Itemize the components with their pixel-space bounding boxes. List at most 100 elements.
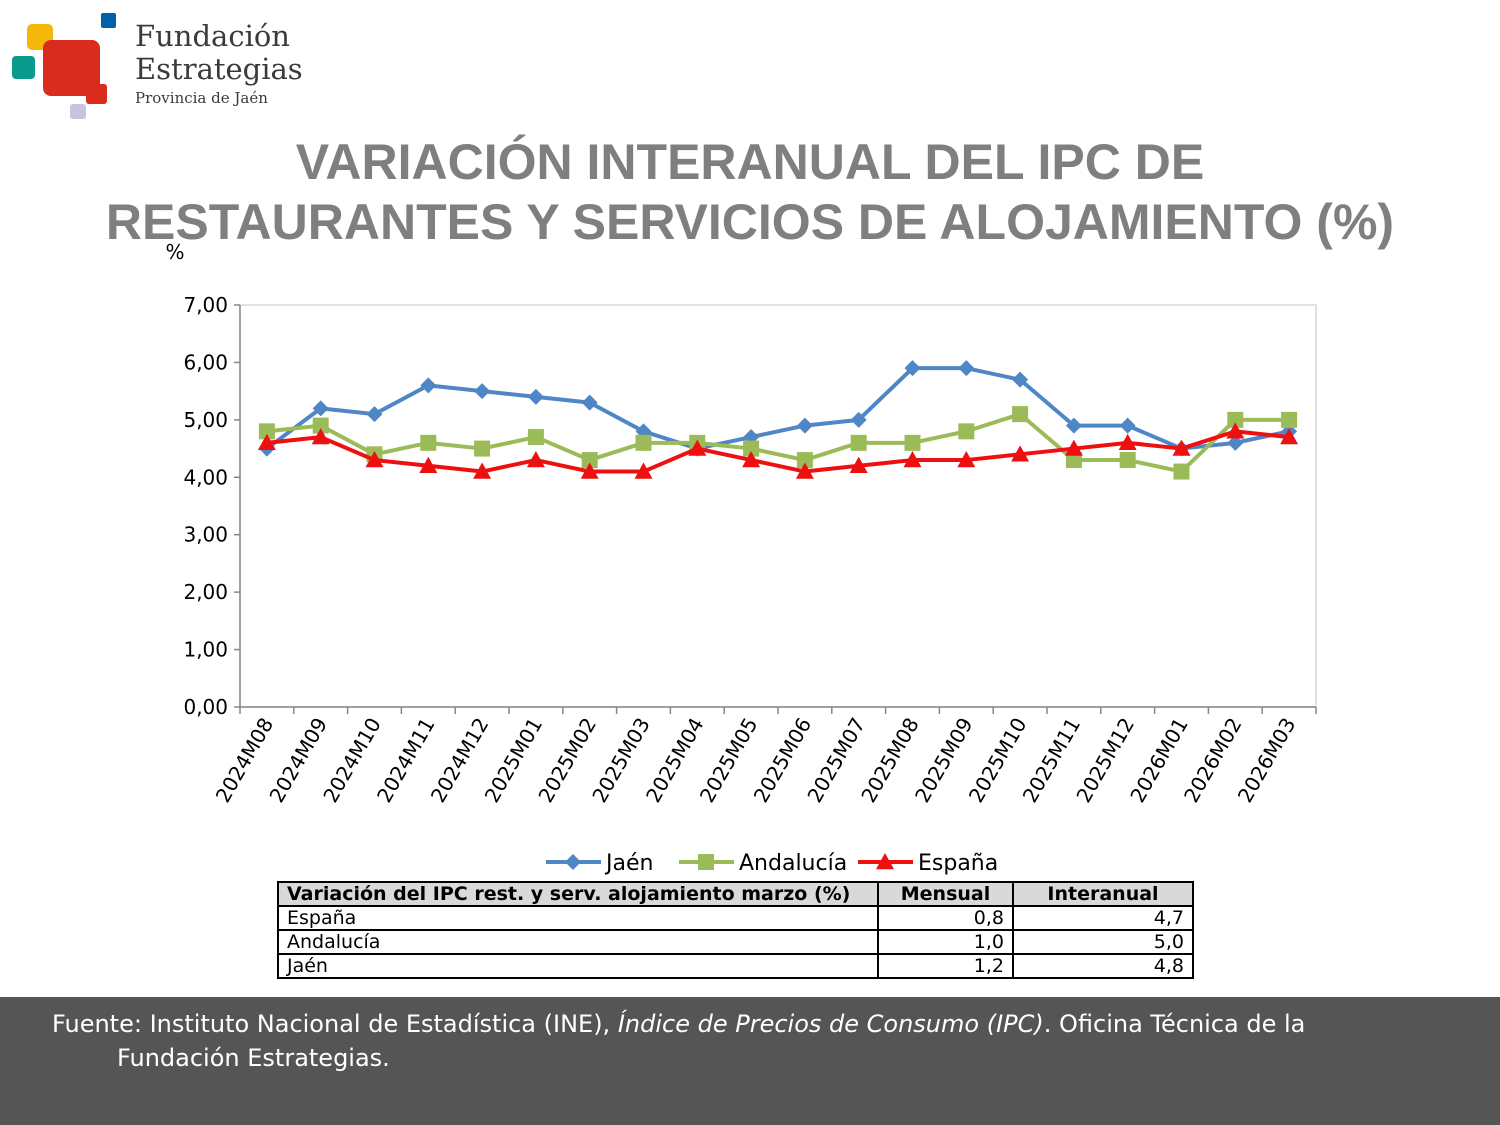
source-text-4: Fundación Estrategias. <box>117 1044 390 1072</box>
data-point-andalucia <box>743 440 760 457</box>
source-text-publication: Índice de Precios de Consumo (IPC) <box>617 1010 1044 1038</box>
data-table: Variación del IPC rest. y serv. alojamie… <box>277 881 1194 979</box>
table-cell-yearly: 5,0 <box>1012 929 1194 955</box>
legend-label-jaen: Jaén <box>604 851 653 876</box>
logo-square-teal <box>12 56 35 79</box>
data-point-espana <box>849 456 868 473</box>
data-point-jaen <box>1119 417 1136 434</box>
y-tick-label: 7,00 <box>183 293 228 317</box>
table-header-yearly: Interanual <box>1012 881 1194 907</box>
logo-square-lilac <box>70 104 86 119</box>
table-cell-yearly: 4,8 <box>1012 953 1194 979</box>
series-line-andalucia <box>266 412 1290 474</box>
data-point-espana <box>473 462 492 479</box>
data-point-andalucia <box>474 440 491 457</box>
data-point-andalucia <box>796 452 813 469</box>
page-title: VARIACIÓN INTERANUAL DEL IPC DE RESTAURA… <box>0 132 1500 252</box>
data-point-andalucia <box>258 423 275 440</box>
y-axis-label: % <box>165 240 184 264</box>
data-point-espana <box>1172 439 1191 456</box>
data-point-andalucia <box>1012 406 1029 423</box>
legend-marker-espana <box>876 853 894 870</box>
table-row: Jaén 1,2 4,8 <box>277 953 1194 979</box>
data-point-espana <box>1118 433 1137 451</box>
data-point-andalucia <box>1065 452 1082 469</box>
table-cell-monthly: 1,2 <box>877 953 1014 979</box>
data-point-jaen <box>420 377 437 394</box>
table-cell-monthly: 0,8 <box>877 905 1014 931</box>
table-cell-monthly: 1,0 <box>877 929 1014 955</box>
line-chart: 0,001,002,003,004,005,006,007,00%2024M08… <box>165 240 1317 876</box>
source-note: Fuente: Instituto Nacional de Estadístic… <box>52 1007 1420 1075</box>
source-text-3: . Oficina Técnica de la <box>1043 1010 1306 1038</box>
data-point-andalucia <box>420 434 437 451</box>
data-point-espana <box>688 439 707 456</box>
data-point-espana <box>957 451 976 468</box>
data-point-jaen <box>474 383 491 400</box>
data-point-espana <box>742 451 761 468</box>
plot-area <box>239 304 1317 708</box>
data-point-espana <box>1011 445 1030 462</box>
data-point-andalucia <box>958 423 975 440</box>
data-point-espana <box>419 456 438 473</box>
data-point-jaen <box>1065 417 1082 434</box>
series-jaen <box>258 360 1298 457</box>
data-point-jaen <box>958 360 975 377</box>
y-tick-label: 1,00 <box>183 638 228 662</box>
y-tick-label: 0,00 <box>183 695 228 719</box>
y-tick-label: 2,00 <box>183 580 228 604</box>
data-point-jaen <box>796 417 813 434</box>
data-point-espana <box>365 451 384 468</box>
series-espana <box>257 422 1299 479</box>
data-point-andalucia <box>1173 463 1190 480</box>
table-cell-region: Andalucía <box>277 929 879 955</box>
data-point-jaen <box>1227 434 1244 451</box>
table-header-monthly: Mensual <box>877 881 1014 907</box>
data-point-espana <box>903 451 922 468</box>
series-andalucia <box>258 406 1298 480</box>
data-point-espana <box>580 462 599 479</box>
y-tick-label: 5,00 <box>183 408 228 432</box>
logo-square-red-small <box>86 84 107 104</box>
table-row: Andalucía 1,0 5,0 <box>277 929 1194 955</box>
legend-label-espana: España <box>918 851 998 876</box>
logo-square-blue <box>101 13 116 28</box>
data-point-jaen <box>581 394 598 411</box>
logo-subtitle: Provincia de Jaén <box>135 89 268 107</box>
data-point-andalucia <box>312 417 329 434</box>
data-point-andalucia <box>1281 411 1298 428</box>
data-point-andalucia <box>581 452 598 469</box>
legend-marker-andalucia <box>698 854 714 870</box>
y-tick-label: 4,00 <box>183 465 228 489</box>
data-point-jaen <box>527 388 544 405</box>
data-point-jaen <box>312 400 329 417</box>
data-point-espana <box>795 462 814 479</box>
data-point-espana <box>257 433 276 451</box>
series-line-espana <box>266 429 1290 474</box>
data-point-espana <box>1226 422 1245 439</box>
y-tick-label: 3,00 <box>183 523 228 547</box>
logo-name-line1: Fundación <box>135 19 290 53</box>
title-line-1: VARIACIÓN INTERANUAL DEL IPC DE <box>295 134 1205 190</box>
data-point-andalucia <box>635 434 652 451</box>
logo-text: Fundación Estrategias Provincia de Jaén <box>135 20 303 108</box>
data-point-jaen <box>904 360 921 377</box>
logo-name-line2: Estrategias <box>135 52 303 86</box>
data-point-andalucia <box>1119 452 1136 469</box>
data-point-andalucia <box>850 434 867 451</box>
data-point-andalucia <box>1227 411 1244 428</box>
data-point-andalucia <box>904 434 921 451</box>
series-line-jaen <box>265 366 1290 451</box>
data-point-espana <box>1280 428 1299 445</box>
table-row: España 0,8 4,7 <box>277 905 1194 931</box>
table-cell-yearly: 4,7 <box>1012 905 1194 931</box>
source-text-1: Fuente: Instituto Nacional de Estadístic… <box>52 1010 618 1038</box>
title-line-2: RESTAURANTES Y SERVICIOS DE ALOJAMIENTO … <box>105 194 1395 250</box>
legend-label-andalucia: Andalucía <box>739 851 847 876</box>
table-header-row: Variación del IPC rest. y serv. alojamie… <box>277 881 1194 907</box>
y-tick-label: 6,00 <box>183 350 228 374</box>
data-point-jaen <box>1012 371 1029 388</box>
table-cell-region: España <box>277 905 879 931</box>
data-point-espana <box>1064 439 1083 456</box>
data-point-espana <box>311 428 330 445</box>
